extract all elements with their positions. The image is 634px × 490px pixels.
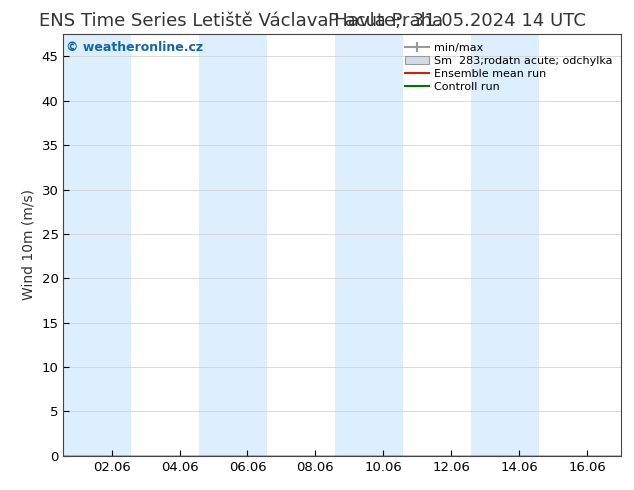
Bar — [199, 34, 268, 456]
Legend: min/max, Sm  283;rodatn acute; odchylka, Ensemble mean run, Controll run: min/max, Sm 283;rodatn acute; odchylka, … — [402, 40, 616, 95]
Text: © weatheronline.cz: © weatheronline.cz — [66, 41, 204, 53]
Bar — [471, 34, 539, 456]
Text: ENS Time Series Letiště Václava Havla Praha: ENS Time Series Letiště Václava Havla Pr… — [39, 12, 443, 30]
Text: P acute;. 31.05.2024 14 UTC: P acute;. 31.05.2024 14 UTC — [328, 12, 585, 30]
Bar — [335, 34, 403, 456]
Y-axis label: Wind 10m (m/s): Wind 10m (m/s) — [22, 190, 36, 300]
Bar — [63, 34, 131, 456]
